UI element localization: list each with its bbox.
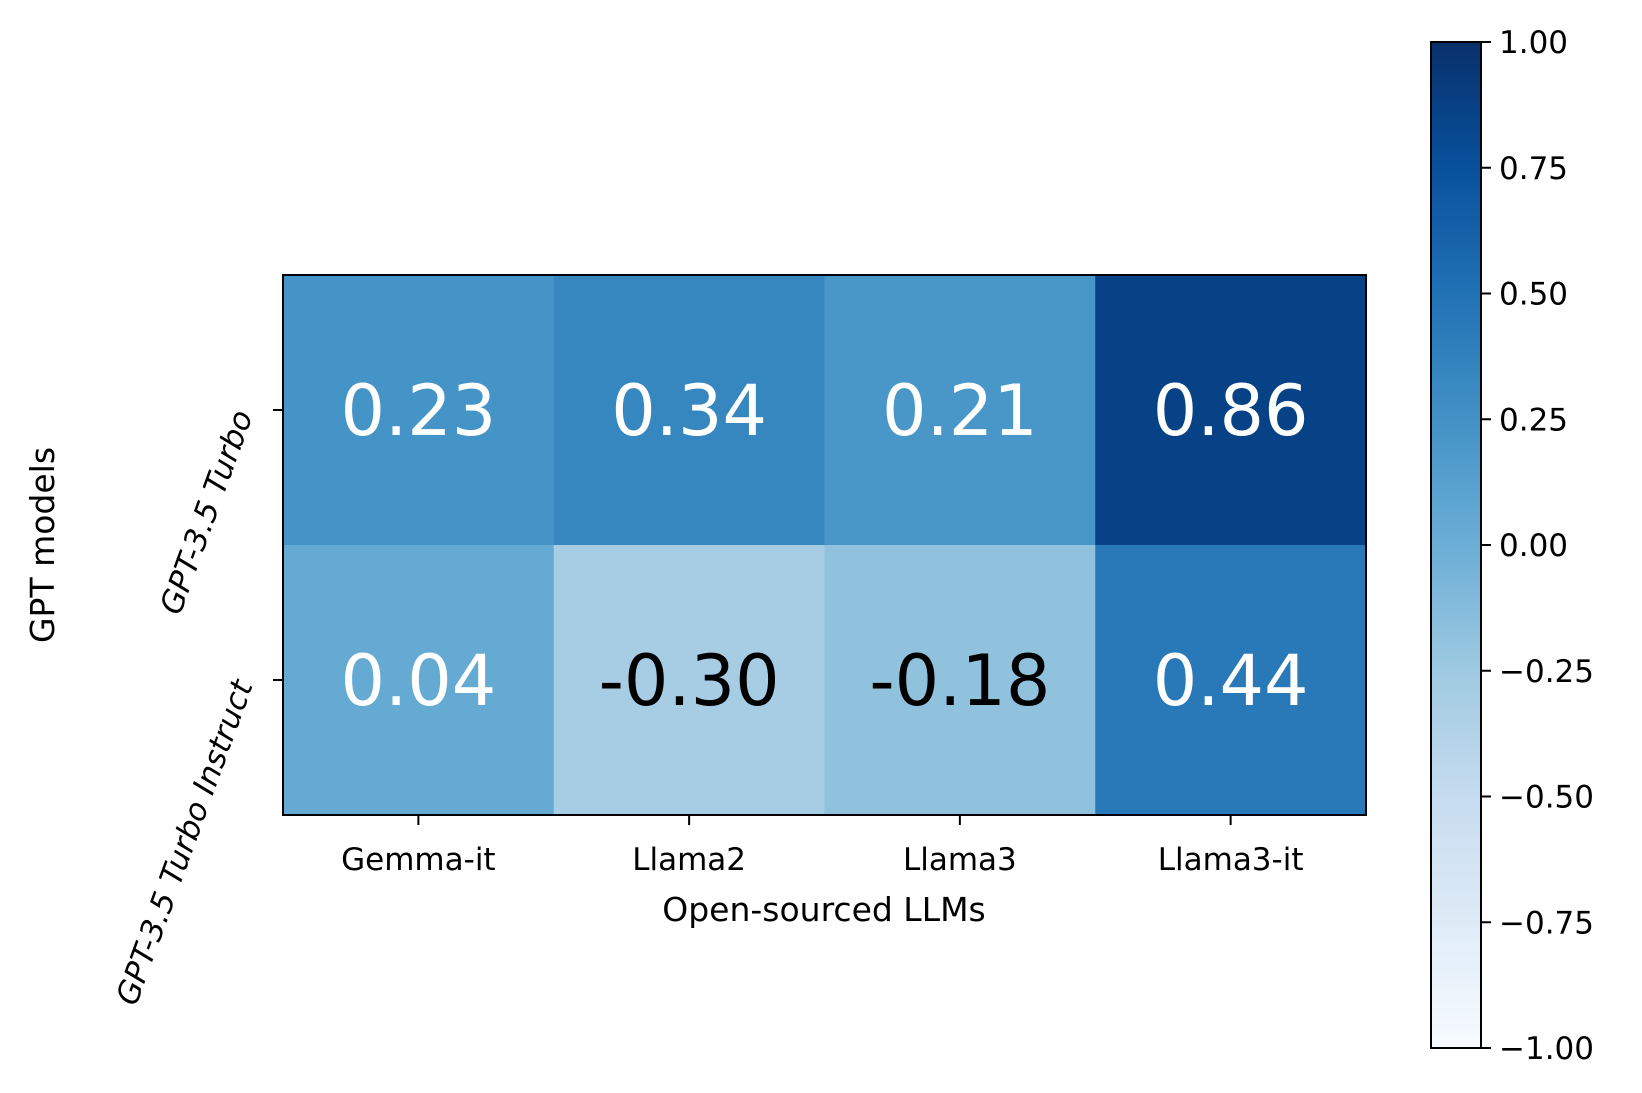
colorbar-tick-label: −0.75 xyxy=(1499,905,1594,941)
y-tick-label-gpt-3-5-turbo: GPT-3.5 Turbo xyxy=(153,405,260,619)
colorbar-tick-label: 0.25 xyxy=(1499,402,1568,438)
colorbar-tick-label: 0.50 xyxy=(1499,277,1568,313)
colorbar-tick-label: 0.75 xyxy=(1499,151,1568,187)
cell-value-label: 0.86 xyxy=(1153,370,1309,452)
heatmap-cells: 0.23 0.34 0.21 0.86 0.04 -0.30 -0.18 0.44 xyxy=(283,275,1367,816)
heatmap-cell xyxy=(824,545,1096,816)
colorbar-tick-label: −0.25 xyxy=(1499,654,1594,690)
heatmap-cell xyxy=(283,545,555,816)
colorbar-tick-label: −1.00 xyxy=(1499,1031,1594,1067)
heatmap-cell xyxy=(1095,545,1367,816)
heatmap-cell xyxy=(553,275,825,546)
x-tick-label-llama2: Llama2 xyxy=(632,842,746,878)
heatmap-cell xyxy=(283,275,555,546)
x-tick-label-llama3-it: Llama3-it xyxy=(1158,842,1304,878)
y-axis-label: GPT models xyxy=(23,447,62,643)
heatmap-cell xyxy=(824,275,1096,546)
heatmap-cell xyxy=(553,545,825,816)
x-axis-ticks: Gemma-it Llama2 Llama3 Llama3-it xyxy=(341,815,1304,878)
cell-value-label: 0.34 xyxy=(611,370,767,452)
colorbar-tick-label: 0.00 xyxy=(1499,528,1568,564)
x-tick-label-llama3: Llama3 xyxy=(903,842,1017,878)
y-tick-label-gpt-3-5-turbo-instruct: GPT-3.5 Turbo Instruct xyxy=(109,674,261,1010)
heatmap-cell xyxy=(1095,275,1367,546)
x-tick-label-gemma-it: Gemma-it xyxy=(341,842,495,878)
cell-value-label: -0.18 xyxy=(869,640,1050,722)
colorbar-tick-label: −0.50 xyxy=(1499,780,1594,816)
cell-value-label: 0.04 xyxy=(340,640,496,722)
colorbar-tick-label: 1.00 xyxy=(1499,25,1568,61)
cell-value-label: 0.21 xyxy=(882,370,1038,452)
colorbar-ticks: 1.00 0.75 0.50 0.25 0.00 −0.25 −0.50 −0.75 −1.00 xyxy=(1481,25,1594,1067)
plot-frame xyxy=(282,274,1367,816)
colorbar: 1.00 0.75 0.50 0.25 0.00 −0.25 −0.50 −0.75 −1.00 xyxy=(1430,25,1594,1067)
colorbar-gradient xyxy=(1430,41,1482,1049)
cell-value-label: 0.44 xyxy=(1153,640,1309,722)
cell-value-label: 0.23 xyxy=(340,370,496,452)
cell-value-label: -0.30 xyxy=(599,640,780,722)
y-axis-ticks: GPT-3.5 Turbo GPT-3.5 Turbo Instruct xyxy=(109,405,283,1010)
x-axis-label: Open-sourced LLMs xyxy=(662,890,986,929)
